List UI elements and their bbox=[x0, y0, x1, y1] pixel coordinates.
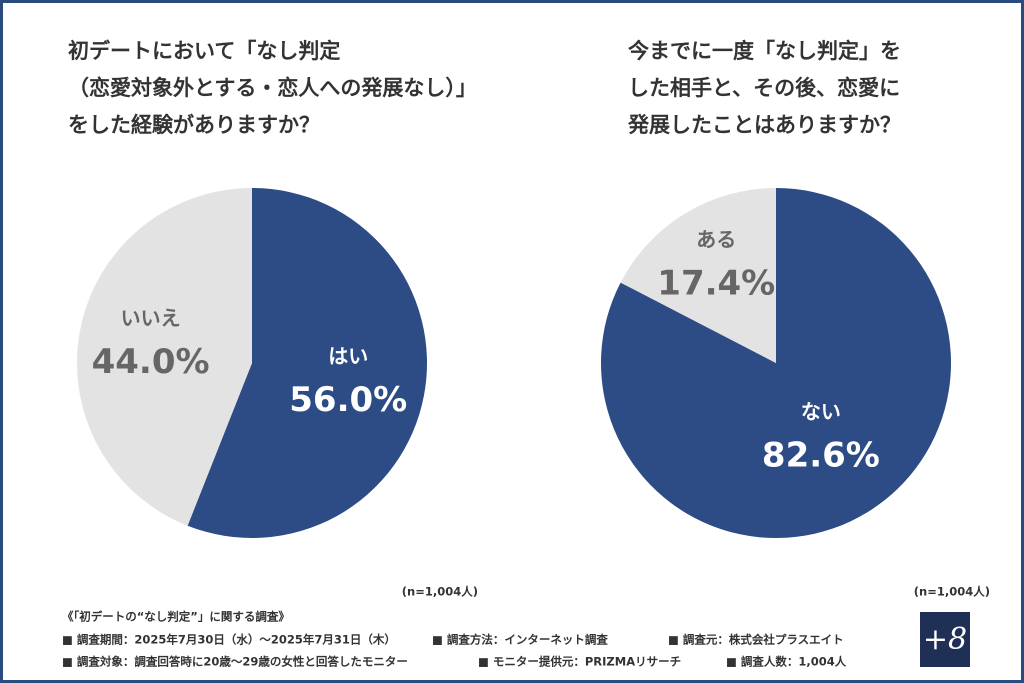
chart-title: 今までに一度「なし判定」を bbox=[628, 39, 901, 63]
sample-note: (n=1,004人) bbox=[402, 585, 478, 599]
footer-item: ■ モニター提供元：PRIZMAリサーチ bbox=[478, 655, 681, 669]
logo-box bbox=[920, 612, 970, 667]
pie-slice bbox=[187, 188, 428, 538]
value-label: 82.6% bbox=[762, 435, 880, 475]
footer-item: ■ 調査人数：1,004人 bbox=[726, 655, 847, 669]
slice-label: ある bbox=[696, 227, 736, 251]
footer-item: ■ 調査方法：インターネット調査 bbox=[432, 633, 608, 647]
value-label: 56.0% bbox=[289, 380, 407, 420]
slice-label: ない bbox=[801, 399, 841, 423]
value-label: 17.4% bbox=[657, 263, 775, 303]
value-label: 44.0% bbox=[92, 342, 210, 382]
pie-slice bbox=[77, 188, 252, 526]
chart-title: 初デートにおいて「なし判定 bbox=[68, 39, 340, 63]
chart-title: をした経験がありますか？ bbox=[68, 113, 320, 137]
chart-title: した相手と、その後、恋愛に bbox=[628, 76, 900, 100]
slice-label: はい bbox=[328, 344, 368, 368]
footer-heading: 《「初デートの“なし判定”」に関する調査》 bbox=[62, 610, 290, 624]
chart-title: 発展したことはありますか？ bbox=[627, 113, 901, 137]
sample-note: (n=1,004人) bbox=[914, 585, 990, 599]
footer-item: ■ 調査元：株式会社プラスエイト bbox=[668, 633, 844, 647]
pie-slice bbox=[620, 188, 776, 363]
pie-slice bbox=[600, 188, 951, 539]
footer-item: ■ 調査対象：調査回答時に20歳〜29歳の女性と回答したモニター bbox=[62, 655, 408, 669]
chart-title: （恋愛対象外とする・恋人への発展なし）」 bbox=[68, 76, 477, 100]
footer-item: ■ 調査期間：2025年7月30日（水）〜2025年7月31日（木） bbox=[62, 633, 396, 647]
logo: +8 bbox=[923, 622, 967, 657]
slice-label: いいえ bbox=[121, 306, 181, 330]
